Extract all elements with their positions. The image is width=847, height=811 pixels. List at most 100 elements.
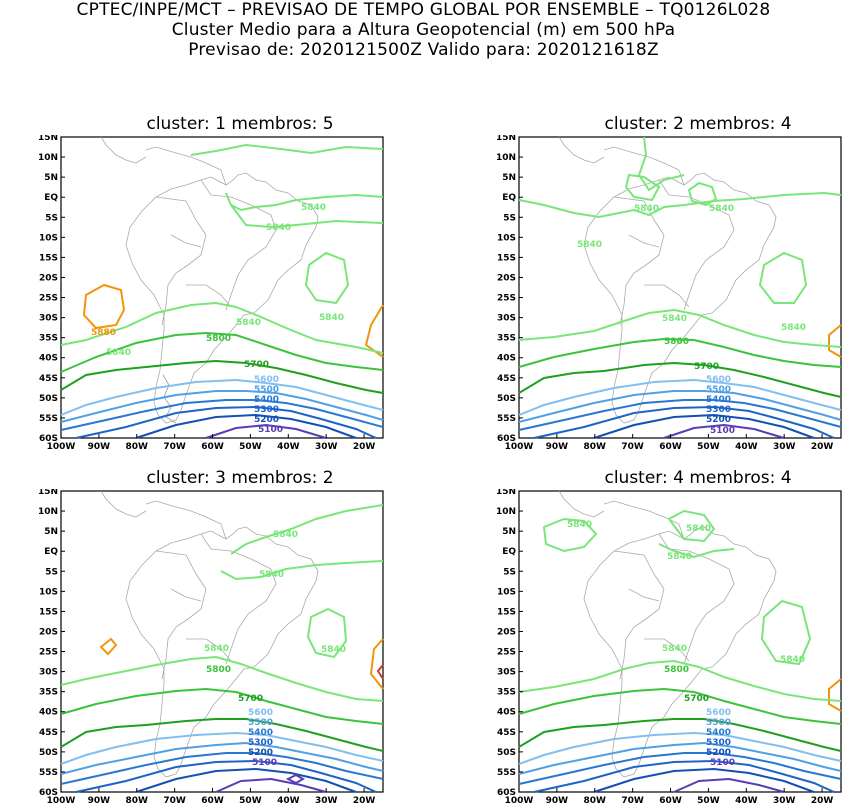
contour-5500 xyxy=(60,390,384,423)
panel-cluster-4: cluster: 4 membros: 4 xyxy=(484,467,844,807)
longitude-tick-label: 30W xyxy=(773,442,796,452)
latitude-tick-label: 45S xyxy=(497,374,516,384)
latitude-tick-label: 10N xyxy=(496,153,516,163)
latitude-tick-label: 50S xyxy=(39,748,58,758)
contour-5300 xyxy=(533,405,835,439)
latitude-tick-label: 10N xyxy=(496,507,516,517)
latitude-tick-label: 40S xyxy=(39,708,58,718)
latitude-axis: 15N 10N 5N EQ 5S 10S 15S 20S 25S 30S 35S 40S 45S 50S 5… xyxy=(38,135,65,444)
map-frame xyxy=(518,490,842,793)
contour-5700 xyxy=(60,718,384,752)
latitude-tick-label: 55S xyxy=(39,768,58,778)
latitude-tick-label: 55S xyxy=(39,414,58,424)
label-5840: 5840 xyxy=(780,655,805,665)
label-5840: 5840 xyxy=(259,570,284,580)
map-cluster-3: 15N 10N 5N EQ 5S 10S 15S 20S 25S 30S 35S 40S 45S 50S 5… xyxy=(38,489,384,806)
latitude-tick-label: 25S xyxy=(39,648,58,658)
label-5500: 5500 xyxy=(706,718,731,728)
contour-5200 xyxy=(593,413,815,439)
latitude-tick-label: 15S xyxy=(39,253,58,263)
contour-5600 xyxy=(60,378,384,416)
latitude-tick-label: 35S xyxy=(497,334,516,344)
label-5840: 5840 xyxy=(781,323,806,333)
map-cluster-4: 15N 10N 5N EQ 5S 10S 15S 20S 25S 30S 35S 40S 45S 50S 5… xyxy=(496,489,842,806)
longitude-tick-label: 90W xyxy=(88,796,111,806)
latitude-tick-label: 5S xyxy=(45,213,58,223)
latitude-tick-label: 40S xyxy=(497,354,516,364)
longitude-tick-label: 90W xyxy=(546,796,569,806)
longitude-axis: 100W 90W 80W 70W 60W 50W 40W 30W 20W xyxy=(47,788,375,806)
latitude-tick-label: 35S xyxy=(39,688,58,698)
label-5600: 5600 xyxy=(248,708,273,718)
longitude-tick-label: 50W xyxy=(697,442,720,452)
contour-5100 xyxy=(215,777,327,793)
latitude-axis: 15N 10N 5N EQ 5S 10S 15S 20S 25S 30S 35S 40S 45S 50S 5… xyxy=(38,489,65,798)
contour-5840-south xyxy=(518,659,842,702)
contour-5840-atlantic xyxy=(304,251,350,305)
label-5600: 5600 xyxy=(254,375,279,385)
label-5840: 5840 xyxy=(577,240,602,250)
panel-cluster-2: cluster: 2 membros: 4 xyxy=(484,113,844,453)
contour-5840-south xyxy=(60,301,384,354)
longitude-tick-label: 20W xyxy=(811,442,834,452)
latitude-tick-label: 15S xyxy=(497,607,516,617)
latitude-tick-label: 50S xyxy=(497,394,516,404)
label-5100: 5100 xyxy=(710,426,735,436)
label-5100: 5100 xyxy=(252,758,277,768)
panel-title: cluster: 2 membros: 4 xyxy=(604,114,792,134)
label-5400: 5400 xyxy=(706,728,731,738)
latitude-tick-label: 55S xyxy=(497,414,516,424)
label-5800: 5800 xyxy=(206,334,231,344)
label-5840: 5840 xyxy=(686,524,711,534)
contour-5800 xyxy=(518,687,842,725)
longitude-tick-label: 80W xyxy=(126,796,149,806)
contour-5840-north xyxy=(637,136,685,192)
label-5840: 5840 xyxy=(567,520,592,530)
latitude-tick-label: 20S xyxy=(497,273,516,283)
latitude-axis: 15N 10N 5N EQ 5S 10S 15S 20S 25S 30S 35S 40S 45S 50S 5… xyxy=(496,489,523,798)
longitude-tick-label: 70W xyxy=(621,442,644,452)
label-5400: 5400 xyxy=(248,728,273,738)
longitude-tick-label: 70W xyxy=(163,796,186,806)
latitude-tick-label: 10S xyxy=(497,587,516,597)
continent-outline xyxy=(100,490,319,778)
contour-5880-east xyxy=(369,638,384,690)
latitude-tick-label: 20S xyxy=(497,627,516,637)
latitude-tick-label: 60S xyxy=(497,788,516,798)
label-5200: 5200 xyxy=(706,415,731,425)
longitude-axis: 100W 90W 80W 70W 60W 50W 40W 30W 20W xyxy=(47,434,375,452)
contour-5300 xyxy=(75,405,377,439)
contour-5200 xyxy=(593,767,815,793)
panel-title: cluster: 4 membros: 4 xyxy=(604,468,792,488)
panel-title: cluster: 1 membros: 5 xyxy=(146,114,334,134)
label-5600: 5600 xyxy=(706,375,731,385)
contour-5880-west xyxy=(82,283,126,330)
longitude-tick-label: 50W xyxy=(239,442,262,452)
label-5500: 5500 xyxy=(254,385,279,395)
latitude-tick-label: 60S xyxy=(39,434,58,444)
latitude-tick-label: 15S xyxy=(39,607,58,617)
contour-5840-amazon xyxy=(220,560,384,581)
latitude-tick-label: 25S xyxy=(497,294,516,304)
map-frame xyxy=(60,136,384,439)
latitude-tick-label: 5S xyxy=(503,567,516,577)
label-5840: 5840 xyxy=(266,223,291,233)
latitude-tick-label: 5S xyxy=(45,567,58,577)
latitude-tick-label: 30S xyxy=(39,668,58,678)
label-5800: 5800 xyxy=(664,337,689,347)
latitude-tick-label: 50S xyxy=(39,394,58,404)
label-5300: 5300 xyxy=(248,738,273,748)
latitude-tick-label: 25S xyxy=(497,648,516,658)
latitude-tick-label: EQ xyxy=(502,547,516,557)
label-5100: 5100 xyxy=(258,425,283,435)
longitude-tick-label: 80W xyxy=(126,442,149,452)
longitude-tick-label: 80W xyxy=(584,442,607,452)
label-5840: 5840 xyxy=(273,530,298,540)
contour-5600 xyxy=(518,378,842,416)
latitude-tick-label: 45S xyxy=(39,728,58,738)
label-5400: 5400 xyxy=(254,395,279,405)
longitude-tick-label: 90W xyxy=(88,442,111,452)
latitude-tick-label: 10N xyxy=(38,153,58,163)
longitude-tick-label: 100W xyxy=(47,442,76,452)
contour-5840-east xyxy=(687,181,718,207)
